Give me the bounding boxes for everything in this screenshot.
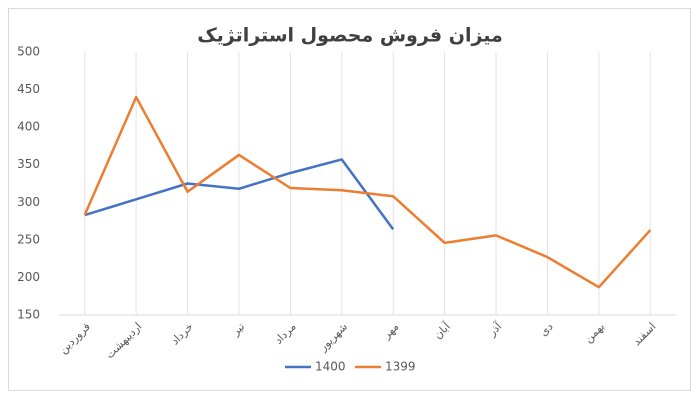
y-tick-label: 450 [17, 82, 40, 96]
y-tick-label: 200 [17, 270, 40, 284]
y-tick-label: 250 [17, 232, 40, 246]
y-tick-label: 300 [17, 195, 40, 209]
y-tick-label: 150 [17, 308, 40, 322]
legend-label: 1399 [385, 360, 416, 374]
legend-label: 1400 [315, 360, 346, 374]
chart-border [8, 8, 691, 391]
chart-title: میزان فروش محصول استراتژیک [197, 25, 503, 47]
y-tick-label: 350 [17, 157, 40, 171]
series-line [84, 158, 395, 231]
y-tick-label: 400 [17, 120, 40, 134]
series-line [83, 95, 652, 289]
y-tick-label: 500 [17, 45, 40, 59]
